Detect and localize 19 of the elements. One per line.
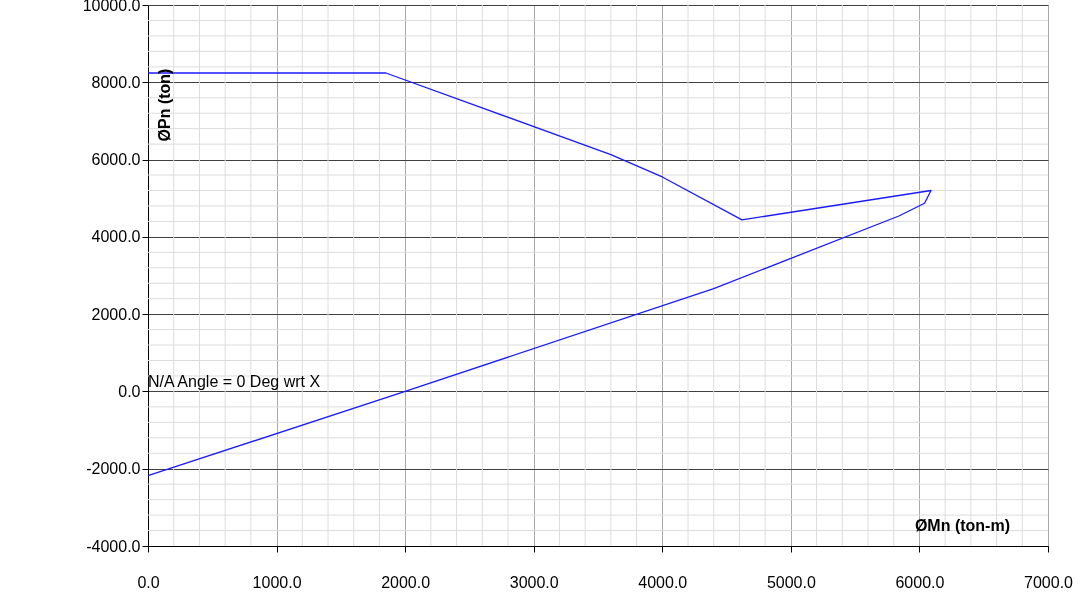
x-tick-label: 0.0 (137, 573, 160, 591)
y-tick-label: 2000.0 (91, 305, 141, 323)
y-axis-title: ØPn (ton) (156, 68, 173, 142)
x-tick-label: 6000.0 (895, 573, 945, 591)
x-tick-label: 1000.0 (252, 573, 302, 591)
y-tick-label: 8000.0 (91, 73, 141, 91)
x-tick-label: 3000.0 (509, 573, 559, 591)
x-tick-label: 4000.0 (638, 573, 688, 591)
y-tick-label: -2000.0 (86, 460, 141, 478)
annotation: N/A Angle = 0 Deg wrt X (148, 373, 321, 390)
x-tick-label: 7000.0 (1024, 573, 1074, 591)
y-tick-label: 6000.0 (91, 151, 141, 169)
x-tick-label: 2000.0 (381, 573, 431, 591)
y-tick-label: -4000.0 (86, 537, 141, 555)
x-tick-label: 5000.0 (766, 573, 816, 591)
x-axis-title: ØMn (ton-m) (914, 517, 1010, 534)
y-tick-label: 0.0 (118, 382, 141, 400)
y-tick-label: 4000.0 (91, 228, 141, 246)
y-tick-label: 10000.0 (82, 0, 141, 14)
